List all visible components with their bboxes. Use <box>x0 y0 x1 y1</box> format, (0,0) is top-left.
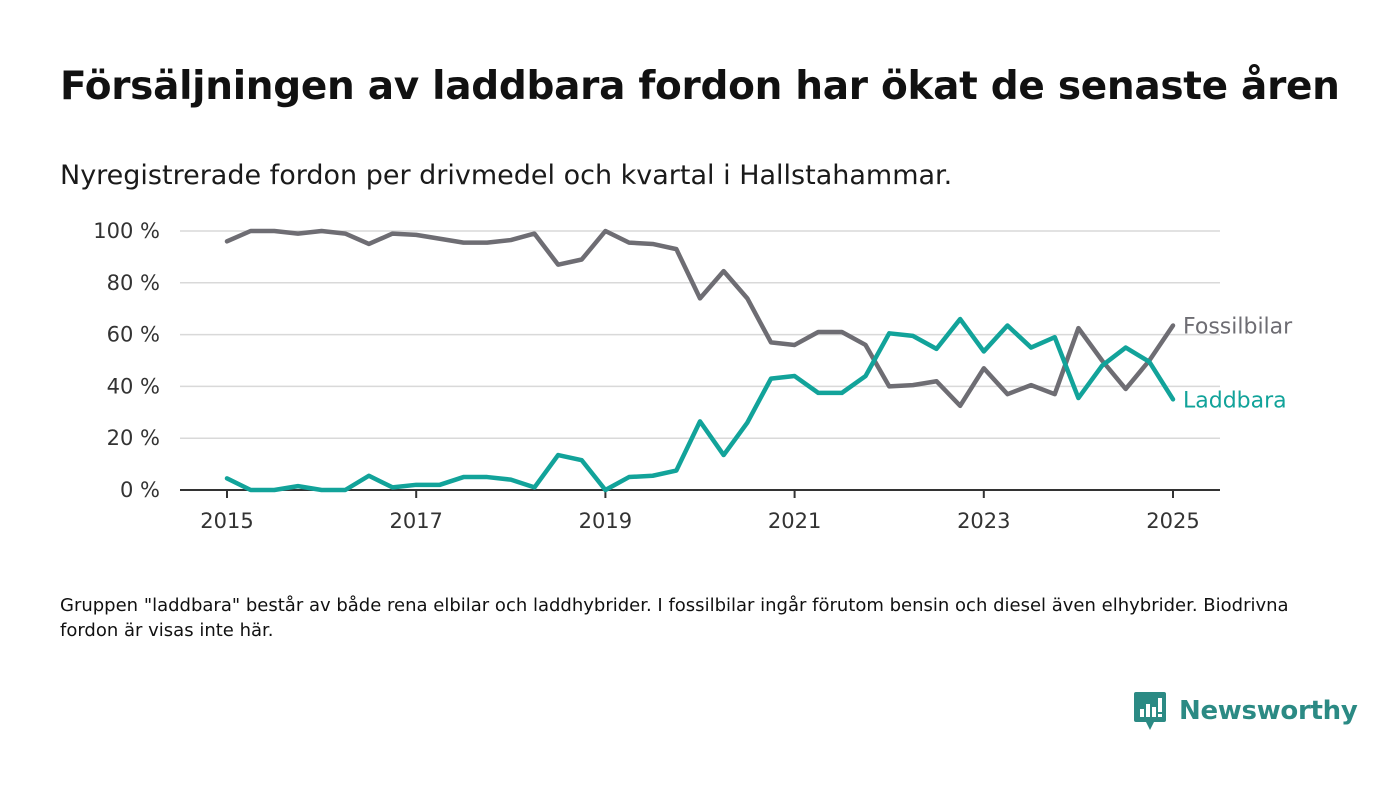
chart-title: Försäljningen av laddbara fordon har öka… <box>60 64 1340 109</box>
x-tick-label: 2023 <box>957 509 1010 533</box>
y-tick-label: 0 % <box>120 478 160 502</box>
series-labels: Fossilbilar Laddbara <box>1183 315 1293 414</box>
x-axis-tick-labels: 2015 2017 2019 2021 2023 2025 <box>200 509 1199 533</box>
logo-text: Newsworthy <box>1179 696 1358 726</box>
y-tick-label: 60 % <box>107 323 160 347</box>
newsworthy-chart-bubble-icon <box>1134 692 1166 730</box>
series-label-laddbara: Laddbara <box>1183 388 1287 413</box>
y-axis-tick-labels: 0 % 20 % 40 % 60 % 80 % 100 % <box>93 219 160 502</box>
y-tick-label: 100 % <box>93 219 160 243</box>
series-label-fossilbilar: Fossilbilar <box>1183 315 1293 340</box>
x-axis <box>180 489 1220 498</box>
y-tick-label: 80 % <box>107 271 160 295</box>
x-tick-label: 2017 <box>389 509 442 533</box>
series-line-fossilbilar <box>224 228 1176 409</box>
y-tick-label: 20 % <box>107 426 160 450</box>
y-tick-label: 40 % <box>107 374 160 398</box>
x-tick-label: 2025 <box>1146 509 1199 533</box>
series-line-laddbara <box>224 316 1176 493</box>
x-tick-label: 2021 <box>768 509 821 533</box>
series-lines <box>224 228 1176 493</box>
x-tick-label: 2019 <box>579 509 632 533</box>
chart-subtitle: Nyregistrerade fordon per drivmedel och … <box>60 160 953 191</box>
newsworthy-logo: Newsworthy <box>1133 690 1358 732</box>
footnote: Gruppen "laddbara" består av både rena e… <box>60 595 1289 641</box>
gridlines <box>180 230 1220 439</box>
line-chart: 0 % 20 % 40 % 60 % 80 % 100 % 2015 2017 2019 202… <box>93 219 1293 533</box>
x-tick-label: 2015 <box>200 509 253 533</box>
